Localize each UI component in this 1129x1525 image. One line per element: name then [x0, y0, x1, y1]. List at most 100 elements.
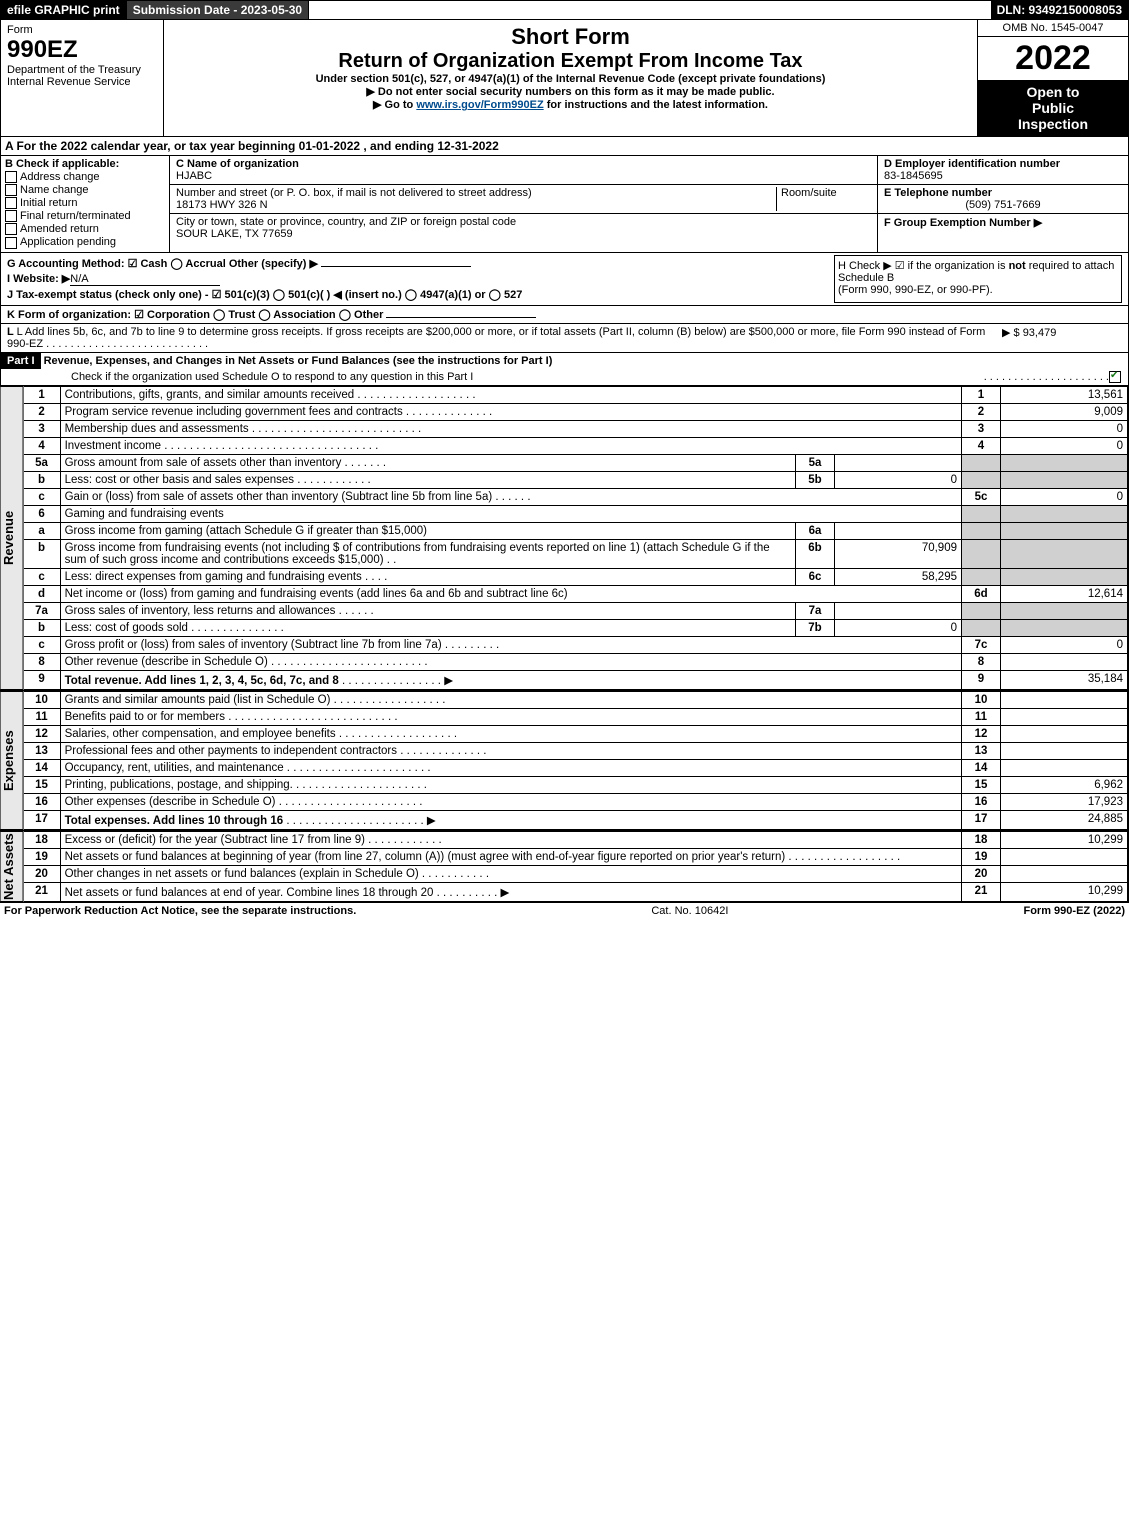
line-6a: aGross income from gaming (attach Schedu…	[24, 522, 1128, 539]
line-13: 13Professional fees and other payments t…	[24, 742, 1128, 759]
header-left: Form 990EZ Department of the Treasury In…	[1, 20, 164, 136]
info-table: B Check if applicable: Address change Na…	[0, 156, 1129, 253]
line-7a: 7aGross sales of inventory, less returns…	[24, 602, 1128, 619]
addr-value: 18173 HWY 326 N	[176, 199, 776, 211]
line-14: 14Occupancy, rent, utilities, and mainte…	[24, 759, 1128, 776]
line-4: 4Investment income . . . . . . . . . . .…	[24, 437, 1128, 454]
top-bar: efile GRAPHIC print Submission Date - 20…	[0, 0, 1129, 20]
cb-final-return[interactable]: Final return/terminated	[5, 210, 165, 222]
line-l-block: L L Add lines 5b, 6c, and 7b to line 9 t…	[0, 324, 1129, 353]
line-6b: bGross income from fundraising events (n…	[24, 539, 1128, 568]
form-word: Form	[7, 24, 157, 36]
line-j: J Tax-exempt status (check only one) - ☑…	[7, 288, 834, 301]
expenses-side-label: Expenses	[1, 691, 24, 830]
part-i-label: Part I	[1, 353, 41, 369]
line-5c: cGain or (loss) from sale of assets othe…	[24, 488, 1128, 505]
h-post2: (Form 990, 990-EZ, or 990-PF).	[838, 284, 993, 296]
line-17: 17Total expenses. Add lines 10 through 1…	[24, 810, 1128, 829]
form-sub3: ▶ Go to www.irs.gov/Form990EZ for instru…	[168, 98, 973, 111]
addr-row: Number and street (or P. O. box, if mail…	[170, 185, 877, 214]
line-19: 19Net assets or fund balances at beginni…	[24, 848, 1128, 865]
col-d: D Employer identification number 83-1845…	[877, 156, 1128, 252]
revenue-side-label: Revenue	[1, 386, 24, 690]
cb-amended-return[interactable]: Amended return	[5, 223, 165, 235]
col-b: B Check if applicable: Address change Na…	[1, 156, 170, 252]
footer-right: Form 990-EZ (2022)	[1023, 905, 1125, 917]
org-name-row: C Name of organization HJABC	[170, 156, 877, 185]
tax-year: 2022	[978, 37, 1128, 80]
schedule-o-checkbox[interactable]	[1109, 371, 1121, 383]
revenue-table: 1Contributions, gifts, grants, and simil…	[24, 386, 1128, 690]
line-8: 8Other revenue (describe in Schedule O) …	[24, 653, 1128, 670]
irs-link[interactable]: www.irs.gov/Form990EZ	[416, 99, 543, 111]
line-6d: dNet income or (loss) from gaming and fu…	[24, 585, 1128, 602]
ein-value: 83-1845695	[884, 170, 1122, 182]
form-number: 990EZ	[7, 36, 157, 64]
line-3: 3Membership dues and assessments . . . .…	[24, 420, 1128, 437]
h-not: not	[1009, 260, 1026, 272]
room-label: Room/suite	[776, 187, 871, 211]
city-row: City or town, state or province, country…	[170, 214, 877, 242]
misc-block: G Accounting Method: ☑ Cash ◯ Accrual Ot…	[0, 253, 1129, 306]
part-i-title: Revenue, Expenses, and Changes in Net As…	[44, 355, 553, 367]
form-header: Form 990EZ Department of the Treasury In…	[0, 20, 1129, 137]
expenses-section: Expenses 10Grants and similar amounts pa…	[0, 691, 1129, 831]
line-g: G Accounting Method: ☑ Cash ◯ Accrual Ot…	[7, 257, 834, 270]
line-2: 2Program service revenue including gover…	[24, 403, 1128, 420]
footer-left: For Paperwork Reduction Act Notice, see …	[4, 905, 356, 917]
short-form-label: Short Form	[168, 24, 973, 50]
line-k: K Form of organization: ☑ Corporation ◯ …	[7, 309, 383, 321]
line-10: 10Grants and similar amounts paid (list …	[24, 691, 1128, 708]
group-exemption-row: F Group Exemption Number ▶	[878, 214, 1128, 231]
cb-application-pending[interactable]: Application pending	[5, 236, 165, 248]
line-l-value: ▶ $ 93,479	[1002, 326, 1122, 350]
line-1: 1Contributions, gifts, grants, and simil…	[24, 386, 1128, 403]
col-c: C Name of organization HJABC Number and …	[170, 156, 877, 252]
line-15: 15Printing, publications, postage, and s…	[24, 776, 1128, 793]
line-k-block: K Form of organization: ☑ Corporation ◯ …	[0, 306, 1129, 324]
phone-row: E Telephone number (509) 751-7669	[878, 185, 1128, 214]
sub3-pre: ▶ Go to	[373, 99, 416, 111]
line-5b: bLess: cost or other basis and sales exp…	[24, 471, 1128, 488]
line-20: 20Other changes in net assets or fund ba…	[24, 865, 1128, 882]
header-right: OMB No. 1545-0047 2022 Open to Public In…	[977, 20, 1128, 136]
cb-name-change[interactable]: Name change	[5, 184, 165, 196]
city-value: SOUR LAKE, TX 77659	[176, 228, 871, 240]
omb-number: OMB No. 1545-0047	[978, 20, 1128, 37]
netassets-table: 18Excess or (deficit) for the year (Subt…	[24, 831, 1128, 902]
col-b-title: B Check if applicable:	[5, 158, 165, 170]
line-6: 6Gaming and fundraising events	[24, 505, 1128, 522]
ein-label: D Employer identification number	[884, 158, 1122, 170]
line-21: 21Net assets or fund balances at end of …	[24, 882, 1128, 901]
topbar-spacer	[309, 1, 990, 19]
form-sub2: ▶ Do not enter social security numbers o…	[168, 85, 973, 98]
addr-label: Number and street (or P. O. box, if mail…	[176, 187, 776, 199]
open3: Inspection	[980, 116, 1126, 132]
line-7b: bLess: cost of goods sold . . . . . . . …	[24, 619, 1128, 636]
open2: Public	[980, 100, 1126, 116]
page-footer: For Paperwork Reduction Act Notice, see …	[0, 903, 1129, 919]
city-label: City or town, state or province, country…	[176, 216, 871, 228]
expenses-table: 10Grants and similar amounts paid (list …	[24, 691, 1128, 830]
dept-line1: Department of the Treasury	[7, 64, 157, 76]
org-name: HJABC	[176, 170, 871, 182]
line-12: 12Salaries, other compensation, and empl…	[24, 725, 1128, 742]
line-i: I Website: ▶N/A	[7, 272, 834, 286]
line-11: 11Benefits paid to or for members . . . …	[24, 708, 1128, 725]
line-h: H Check ▶ ☑ if the organization is not r…	[834, 255, 1122, 303]
efile-label[interactable]: efile GRAPHIC print	[1, 1, 127, 19]
header-center: Short Form Return of Organization Exempt…	[164, 20, 977, 136]
line-18: 18Excess or (deficit) for the year (Subt…	[24, 831, 1128, 848]
netassets-section: Net Assets 18Excess or (deficit) for the…	[0, 831, 1129, 903]
phone-value: (509) 751-7669	[884, 199, 1122, 211]
h-pre: H Check ▶ ☑ if the organization is	[838, 260, 1009, 272]
dept-line2: Internal Revenue Service	[7, 76, 157, 88]
line-6c: cLess: direct expenses from gaming and f…	[24, 568, 1128, 585]
open-to-public: Open to Public Inspection	[978, 80, 1128, 136]
part-i-header-row: Part I Revenue, Expenses, and Changes in…	[1, 353, 1128, 369]
cb-initial-return[interactable]: Initial return	[5, 197, 165, 209]
cb-address-change[interactable]: Address change	[5, 171, 165, 183]
form-sub1: Under section 501(c), 527, or 4947(a)(1)…	[168, 73, 973, 85]
line-l-text: L L Add lines 5b, 6c, and 7b to line 9 t…	[7, 326, 1002, 350]
submission-date: Submission Date - 2023-05-30	[127, 1, 309, 19]
